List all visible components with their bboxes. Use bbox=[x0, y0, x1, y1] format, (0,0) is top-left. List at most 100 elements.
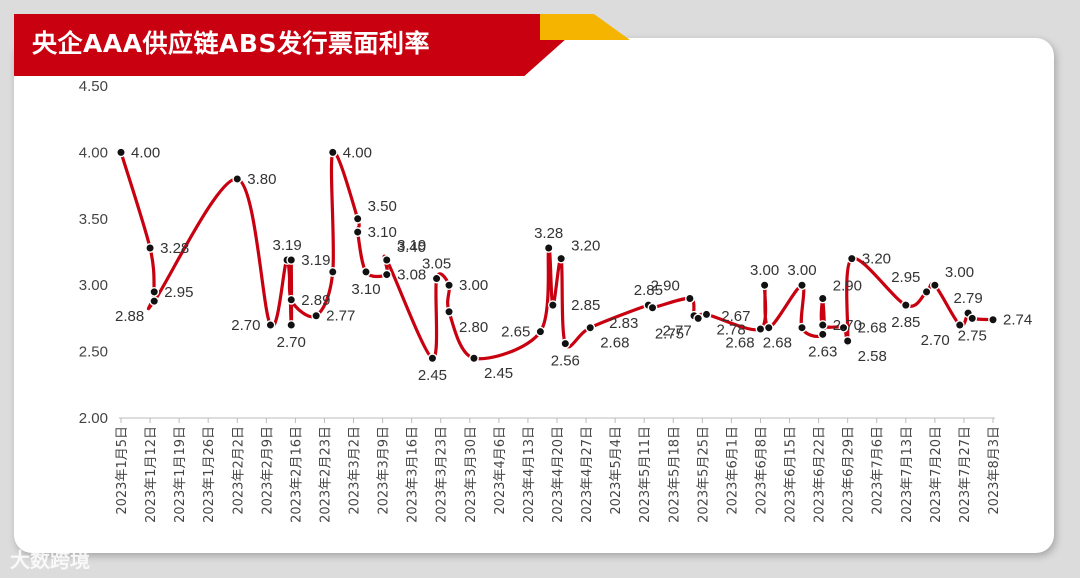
data-point bbox=[327, 267, 338, 277]
x-tick-label: 2023年4月13日 bbox=[522, 426, 537, 523]
watermark: 大数跨境 bbox=[10, 548, 90, 572]
data-label: 2.70 bbox=[921, 332, 950, 349]
x-tick-label: 2023年1月19日 bbox=[173, 426, 188, 523]
x-tick-label: 2023年1月26日 bbox=[202, 426, 217, 523]
data-point bbox=[311, 310, 322, 321]
x-tick-label: 2023年5月4日 bbox=[609, 426, 624, 515]
data-label: 2.89 bbox=[301, 292, 330, 309]
data-point bbox=[817, 320, 828, 330]
data-label: 2.45 bbox=[484, 365, 513, 382]
data-label: 3.00 bbox=[787, 262, 816, 279]
data-point bbox=[797, 322, 807, 333]
data-label: 2.68 bbox=[763, 335, 792, 352]
data-label: 2.68 bbox=[725, 335, 754, 352]
data-point bbox=[286, 255, 297, 265]
data-point bbox=[352, 213, 363, 224]
x-tick-label: 2023年7月6日 bbox=[871, 426, 886, 515]
x-tick-label: 2023年1月12日 bbox=[144, 426, 159, 523]
data-label: 2.83 bbox=[609, 315, 638, 332]
x-tick-label: 2023年3月23日 bbox=[435, 426, 450, 523]
data-label: 2.75 bbox=[655, 325, 684, 342]
data-label: 3.10 bbox=[368, 224, 397, 241]
data-point bbox=[286, 320, 297, 330]
data-point bbox=[543, 243, 554, 253]
data-label: 2.77 bbox=[326, 308, 355, 325]
data-point bbox=[755, 324, 766, 334]
data-point bbox=[797, 280, 807, 291]
data-label: 3.08 bbox=[397, 267, 426, 284]
data-point bbox=[381, 255, 392, 265]
data-label: 4.00 bbox=[343, 144, 372, 161]
data-label: 3.00 bbox=[945, 264, 974, 281]
title-banner bbox=[14, 14, 594, 76]
data-point bbox=[900, 300, 911, 311]
data-label: 2.56 bbox=[551, 353, 580, 370]
x-tick-label: 2023年1月5日 bbox=[115, 426, 130, 515]
data-point bbox=[327, 147, 338, 158]
data-point bbox=[838, 322, 849, 333]
x-tick-label: 2023年6月29日 bbox=[842, 426, 857, 523]
data-label: 2.70 bbox=[833, 317, 862, 334]
y-tick-label: 4.50 bbox=[79, 78, 108, 95]
data-label: 2.85 bbox=[571, 297, 600, 314]
data-point bbox=[560, 338, 571, 349]
data-label: 3.50 bbox=[368, 198, 397, 215]
x-tick-label: 2023年2月23日 bbox=[318, 426, 333, 523]
data-point bbox=[361, 267, 371, 277]
y-tick-label: 2.50 bbox=[79, 344, 108, 361]
y-tick-label: 3.50 bbox=[79, 211, 108, 228]
data-point bbox=[988, 314, 998, 325]
y-tick-label: 3.00 bbox=[79, 277, 108, 294]
x-tick-label: 2023年2月2日 bbox=[231, 426, 246, 515]
data-label: 2.77 bbox=[663, 323, 692, 340]
data-label: 3.80 bbox=[247, 171, 276, 188]
data-point bbox=[145, 243, 155, 253]
data-label: 2.70 bbox=[231, 317, 260, 334]
chart-title: 央企AAA供应链ABS发行票面利率 bbox=[32, 29, 430, 58]
data-label: 3.10 bbox=[351, 281, 380, 298]
data-label: 2.75 bbox=[958, 327, 987, 344]
x-tick-label: 2023年2月16日 bbox=[289, 426, 304, 523]
data-label: 2.58 bbox=[858, 348, 887, 365]
data-label: 2.78 bbox=[716, 321, 745, 338]
data-point bbox=[954, 320, 965, 330]
data-point bbox=[817, 329, 828, 340]
data-point bbox=[149, 286, 160, 297]
x-tick-label: 2023年4月27日 bbox=[580, 426, 595, 523]
data-label: 2.67 bbox=[721, 308, 750, 325]
data-label: 2.85 bbox=[891, 314, 920, 331]
data-point bbox=[846, 253, 857, 264]
x-tick-label: 2023年3月9日 bbox=[377, 426, 392, 515]
chart-card bbox=[14, 38, 1054, 553]
data-point bbox=[647, 302, 658, 313]
data-label: 3.28 bbox=[534, 225, 563, 242]
data-point bbox=[265, 320, 276, 330]
data-point bbox=[585, 322, 596, 333]
data-label: 2.74 bbox=[1003, 312, 1032, 329]
data-label: 2.85 bbox=[634, 282, 663, 299]
data-point bbox=[444, 280, 454, 291]
data-point bbox=[149, 296, 160, 307]
data-point bbox=[427, 353, 438, 364]
x-tick-label: 2023年3月30日 bbox=[464, 426, 479, 523]
data-label: 2.79 bbox=[953, 290, 982, 307]
y-tick-label: 2.00 bbox=[79, 410, 108, 427]
data-label: 2.90 bbox=[651, 277, 680, 294]
data-label: 2.68 bbox=[600, 335, 629, 352]
data-label: 3.20 bbox=[571, 238, 600, 255]
data-point bbox=[444, 306, 454, 317]
data-point bbox=[469, 353, 479, 364]
x-tick-label: 2023年5月25日 bbox=[696, 426, 711, 523]
data-label: 3.00 bbox=[750, 262, 779, 279]
data-point bbox=[763, 322, 774, 333]
x-tick-label: 2023年7月27日 bbox=[958, 426, 973, 523]
data-point bbox=[759, 280, 770, 291]
x-tick-label: 2023年4月6日 bbox=[493, 426, 508, 515]
data-label: 2.80 bbox=[459, 319, 488, 336]
x-tick-label: 2023年7月20日 bbox=[929, 426, 944, 523]
x-tick-label: 2023年8月3日 bbox=[987, 426, 1002, 515]
x-tick-label: 2023年3月2日 bbox=[348, 426, 363, 515]
x-tick-label: 2023年4月20日 bbox=[551, 426, 566, 523]
data-point bbox=[431, 273, 442, 284]
